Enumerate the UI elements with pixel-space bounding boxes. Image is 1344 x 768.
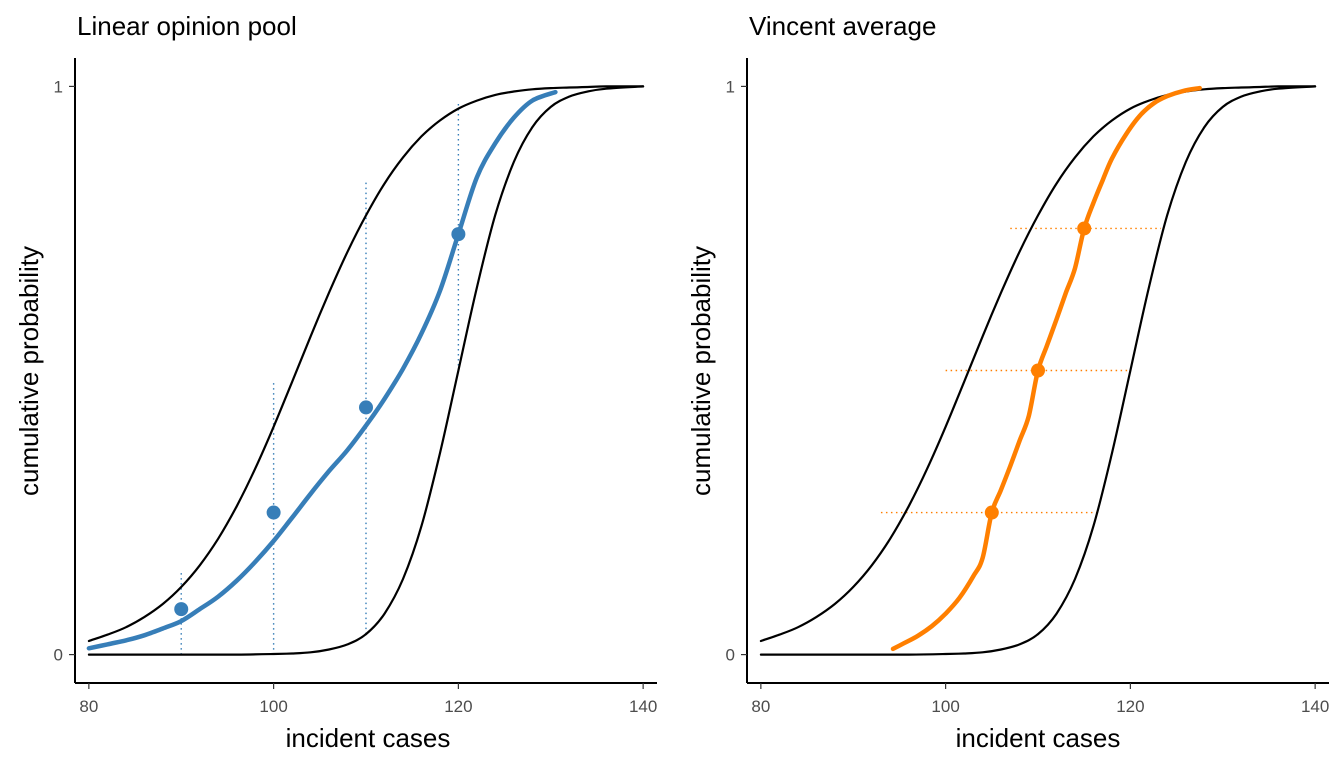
quantile-marker [174, 602, 189, 617]
plot-area [86, 85, 645, 656]
quantile-marker [1031, 363, 1045, 378]
y-tick-label: 0 [54, 646, 63, 665]
x-tick-label: 80 [751, 697, 770, 716]
quantile-marker [266, 505, 281, 520]
y-axis-title: cumulative probability [686, 246, 716, 496]
pooled-cdf-line [86, 89, 558, 651]
x-tick-label: 140 [1301, 697, 1329, 716]
tick-group: 80 100 120 140 0 1 [726, 77, 1330, 716]
x-axis-title: incident cases [286, 723, 451, 753]
y-tick-label: 0 [726, 646, 735, 665]
panel-linear-opinion-pool: Linear opinion pool 80 100 120 140 0 1 incide… [14, 11, 657, 753]
component-cdf-line [759, 85, 1317, 643]
panel-title: Linear opinion pool [77, 11, 297, 41]
component-cdf-line [87, 85, 645, 643]
x-tick-label: 120 [1116, 697, 1144, 716]
y-tick-label: 1 [54, 77, 63, 96]
x-tick-label: 120 [444, 697, 472, 716]
x-tick-label: 100 [931, 697, 959, 716]
x-tick-label: 100 [259, 697, 287, 716]
quantile-marker [1077, 221, 1092, 236]
x-tick-label: 80 [79, 697, 98, 716]
quantile-marker [359, 400, 373, 415]
y-tick-label: 1 [726, 77, 735, 96]
component-cdf-line [759, 85, 1317, 656]
quantile-marker [984, 505, 999, 520]
vincent-cdf-line [890, 85, 1202, 652]
y-axis-title: cumulative probability [14, 246, 44, 496]
tick-group: 80 100 120 140 0 1 [54, 77, 658, 716]
panel-vincent-average: Vincent average 80 100 120 140 0 1 incident c… [686, 11, 1329, 753]
x-tick-label: 140 [629, 697, 657, 716]
quantile-marker [451, 227, 466, 242]
component-cdf-line [87, 85, 645, 656]
panel-title: Vincent average [749, 11, 936, 41]
x-axis-title: incident cases [956, 723, 1121, 753]
plot-area [759, 85, 1317, 656]
